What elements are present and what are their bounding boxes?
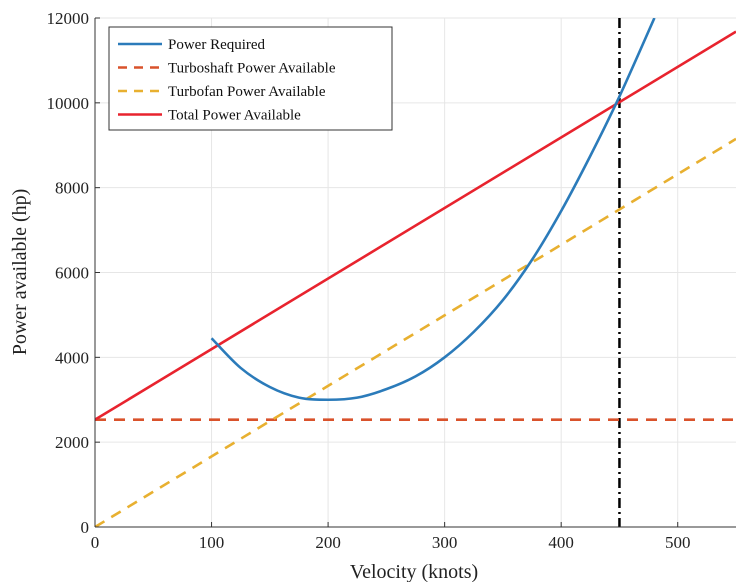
x-tick-label: 400 <box>548 533 574 552</box>
plot-area <box>95 18 736 527</box>
y-tick-label: 6000 <box>55 264 89 283</box>
x-tick-label: 300 <box>432 533 458 552</box>
series-line-total-power-available <box>95 30 736 421</box>
legend-label: Turbofan Power Available <box>168 84 326 100</box>
x-tick-label: 500 <box>665 533 691 552</box>
legend-label: Total Power Available <box>168 108 301 124</box>
x-tick-label: 100 <box>199 533 225 552</box>
series-line-power-required <box>210 18 656 402</box>
x-axis-label: Velocity (knots) <box>350 561 478 582</box>
y-tick-label: 4000 <box>55 348 89 367</box>
legend-label: Power Required <box>168 37 266 53</box>
series-line-turbofan-power-available <box>95 137 736 527</box>
y-tick-label: 10000 <box>47 94 90 113</box>
y-tick-label: 8000 <box>55 179 89 198</box>
x-tick-label: 0 <box>91 533 100 552</box>
y-tick-label: 0 <box>81 518 90 537</box>
legend-label: Turboshaft Power Available <box>168 61 336 77</box>
x-tick-label: 200 <box>315 533 341 552</box>
y-tick-label: 12000 <box>47 9 90 28</box>
y-axis-label: Power available (hp) <box>9 189 31 356</box>
legend: Power Required Turboshaft Power Available… <box>108 26 393 131</box>
axes: 0 100 200 300 400 500 0 2000 4000 6000 8000 10000 12… <box>47 9 736 552</box>
y-tick-label: 2000 <box>55 433 89 452</box>
